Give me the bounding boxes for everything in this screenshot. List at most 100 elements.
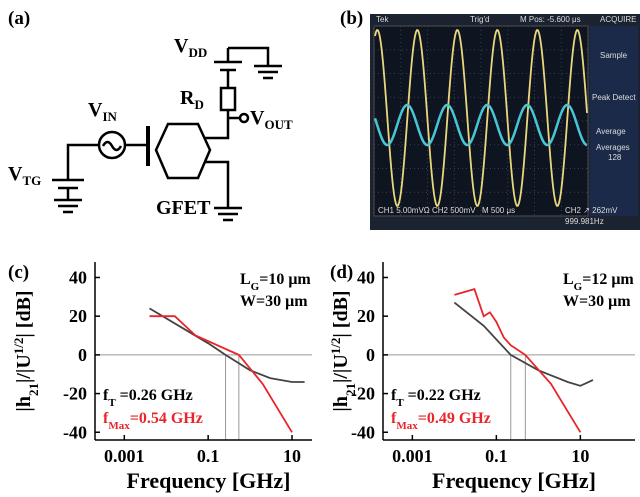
x-tick-label: 10 (283, 446, 301, 466)
label-sub: IN (102, 109, 117, 124)
scope-text: CH2 ↗ 262mV (565, 206, 618, 215)
scope-text: CH1 5.00mVΩ (378, 206, 430, 215)
scope-text: M Pos: -5.600 μs (520, 15, 581, 24)
annotation: fT =0.22 GHz (391, 387, 481, 409)
vout-label: VOUT (250, 107, 293, 132)
annotation: W=30 μm (563, 293, 631, 310)
y-label-part: |/|U (13, 354, 35, 383)
annotation-part: =0.54 GHz (130, 410, 203, 427)
label-main: R (180, 87, 195, 109)
panel-label: (c) (8, 262, 29, 283)
annotation-part: f (103, 410, 109, 427)
annotation-part: f (391, 410, 397, 427)
scope-trace (374, 29, 588, 207)
label-main: V (250, 107, 265, 129)
y-tick-label: 40 (69, 267, 87, 287)
annotation-part: W=30 μm (240, 293, 308, 310)
annotation: fMax=0.54 GHz (103, 410, 203, 432)
panel-label: (b) (340, 8, 363, 29)
y-tick-label: 40 (357, 267, 375, 287)
series-line (454, 287, 582, 433)
annotation-part: T (396, 397, 404, 409)
y-axis-label: |h21|/|U1/2| [dB] (11, 290, 41, 411)
annotation-part: =0.22 GHz (404, 387, 481, 404)
vin-label: VIN (88, 99, 118, 124)
label-main: V (88, 99, 103, 121)
y-axis-label: |h21|/|U1/2| [dB] (328, 290, 358, 411)
series-line (149, 307, 305, 383)
y-tick-label: 20 (357, 306, 375, 326)
annotation-part: L (563, 271, 574, 288)
annotation: fT =0.26 GHz (103, 387, 193, 409)
vdd-label: VDD (174, 35, 207, 60)
y-tick-label: 0 (78, 345, 87, 365)
annotation-part: f (103, 387, 109, 404)
panel-label: (d) (330, 262, 353, 283)
y-tick-label: -20 (351, 384, 375, 404)
scope-text: M 500 μs (482, 206, 515, 215)
circuit: VDD RD VIN VOUT VTG GFET (8, 35, 293, 222)
annotation: LG=10 μm (240, 271, 311, 293)
annotation-part: G (574, 281, 583, 293)
y-label-part: |/|U (330, 354, 352, 383)
vtg-label: VTG (8, 163, 41, 188)
annotation-part: L (240, 271, 251, 288)
device-label: GFET (156, 197, 211, 219)
panel-label: (a) (8, 8, 30, 29)
y-label-part: | [dB] (330, 290, 352, 337)
label-sub: TG (22, 173, 41, 188)
y-label-part: 1/2 (328, 338, 343, 355)
scope-text: ACQUIRE (600, 15, 636, 24)
scope-text: Trig'd (470, 15, 489, 24)
series-line (149, 315, 293, 433)
annotation-part: =12 μm (582, 271, 634, 288)
x-tick-label: 0.001 (392, 446, 433, 466)
y-tick-label: -40 (351, 422, 375, 442)
label-sub: OUT (264, 117, 293, 132)
x-axis-label: Frequency [GHz] (432, 468, 596, 493)
annotation-part: Max (396, 420, 418, 432)
series-line (453, 301, 594, 387)
x-axis-label: Frequency [GHz] (127, 468, 291, 493)
y-label-part: 1/2 (11, 338, 26, 355)
y-label-part: 21 (343, 383, 358, 396)
annotation-part: =0.26 GHz (116, 387, 193, 404)
annotation-part: =0.49 GHz (418, 410, 491, 427)
scope-text: 128 (608, 153, 622, 162)
label-sub: DD (188, 45, 207, 60)
y-tick-label: 0 (366, 345, 375, 365)
rd-label: RD (180, 87, 204, 112)
scope-text: Tek (376, 15, 389, 24)
x-tick-label: 0.1 (485, 446, 508, 466)
annotation-part: T (108, 397, 116, 409)
oscilloscope: Tek Trig'd M Pos: -5.600 μs ACQUIRE Samp… (370, 14, 640, 230)
y-label-part: |h (330, 396, 352, 412)
x-tick-label: 0.1 (197, 446, 220, 466)
x-tick-label: 0.001 (104, 446, 145, 466)
scope-menu (590, 26, 638, 216)
scope-text: 999.981Hz (565, 217, 604, 226)
annotation-part: =10 μm (259, 271, 311, 288)
annotation: W=30 μm (240, 293, 308, 310)
annotation-part: G (251, 281, 260, 293)
scope-text: Average (596, 127, 626, 136)
annotation-part: Max (108, 420, 130, 432)
annotation-part: f (391, 387, 397, 404)
scope-trace (373, 103, 588, 147)
y-tick-label: -40 (63, 422, 87, 442)
annotation-part: W=30 μm (563, 293, 631, 310)
label-sub: D (194, 97, 203, 112)
y-label-part: | [dB] (13, 290, 35, 337)
x-tick-label: 10 (571, 446, 589, 466)
y-tick-label: 20 (69, 306, 87, 326)
scope-text: Sample (600, 51, 628, 60)
annotation: LG=12 μm (563, 271, 634, 293)
label-main: V (8, 163, 23, 185)
y-label-part: |h (13, 396, 35, 412)
scope-text: Averages (596, 143, 630, 152)
label-main: V (174, 35, 189, 57)
y-tick-label: -20 (63, 384, 87, 404)
annotation: fMax=0.49 GHz (391, 410, 491, 432)
y-label-part: 21 (26, 383, 41, 396)
